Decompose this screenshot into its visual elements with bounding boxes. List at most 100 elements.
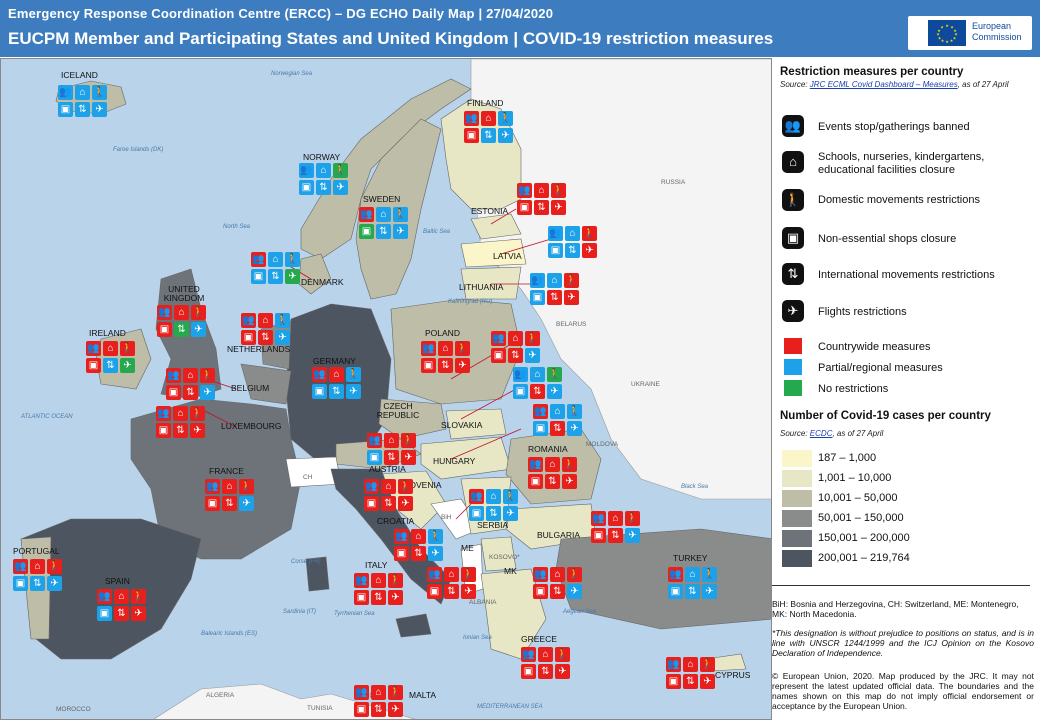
walker-icon: 🚶 bbox=[503, 489, 518, 504]
cases-swatch bbox=[782, 510, 812, 527]
measure-icons-united-kingdom: 👥 ⌂ 🚶 ▣ ⇅ ✈ bbox=[157, 305, 206, 337]
country-label: GREECE bbox=[521, 634, 557, 644]
plane-icon: ✈ bbox=[120, 358, 135, 373]
country-label: BELGIUM bbox=[231, 383, 270, 393]
shop-icon: ▣ bbox=[513, 384, 528, 399]
country-label: TURKEY bbox=[673, 553, 708, 563]
walker-icon: 🚶 bbox=[285, 252, 300, 267]
level-label: No restrictions bbox=[818, 383, 889, 395]
svg-text:★: ★ bbox=[950, 25, 954, 30]
svg-text:★: ★ bbox=[941, 38, 945, 43]
cases-class-label: 200,001 – 219,764 bbox=[818, 552, 910, 564]
walker-icon: 🚶 bbox=[191, 305, 206, 320]
svg-text:★: ★ bbox=[937, 28, 941, 33]
level-label: Countrywide measures bbox=[818, 341, 931, 353]
gathering-icon: 👥 bbox=[528, 457, 543, 472]
country-label: NORWAY bbox=[303, 152, 341, 162]
school-icon: ⌂ bbox=[508, 331, 523, 346]
svg-text:★: ★ bbox=[936, 32, 940, 37]
measure-icons-montenegro: 👥 ⌂ 🚶 ▣ ⇅ ✈ bbox=[427, 567, 476, 599]
school-icon: ⌂ bbox=[183, 368, 198, 383]
updown-arrows-icon: ⇅ bbox=[508, 348, 523, 363]
plane-icon: ✈ bbox=[625, 528, 640, 543]
cases-class-label: 1,001 – 10,000 bbox=[818, 472, 892, 484]
measure-icons-norway: 👥 ⌂ 🚶 ▣ ⇅ ✈ bbox=[299, 163, 348, 195]
school-icon: ⌂ bbox=[550, 567, 565, 582]
country-label: POLAND bbox=[425, 328, 460, 338]
svg-text:★: ★ bbox=[938, 36, 942, 41]
gathering-icon: 👥 bbox=[666, 657, 681, 672]
shop-icon: ▣ bbox=[668, 584, 683, 599]
restriction-source: Source: JRC ECML Covid Dashboard – Measu… bbox=[780, 80, 1034, 89]
updown-arrows-icon: ⇅ bbox=[371, 590, 386, 605]
measure-icons-germany: 👥 ⌂ 🚶 ▣ ⇅ ✈ bbox=[312, 367, 361, 399]
header-title-line1: Emergency Response Coordination Centre (… bbox=[8, 6, 554, 21]
legend-measure-label: Non-essential shops closure bbox=[818, 233, 957, 245]
measure-icons-sweden: 👥 ⌂ 🚶 ▣ ⇅ ✈ bbox=[359, 207, 408, 239]
walker-icon: 🚶 bbox=[625, 511, 640, 526]
school-icon: ⌂ bbox=[486, 489, 501, 504]
cases-class-label: 187 – 1,000 bbox=[818, 452, 877, 464]
source-prefix: Source: bbox=[780, 80, 810, 89]
plane-icon: ✈ bbox=[428, 546, 443, 561]
gathering-icon: 👥 bbox=[364, 479, 379, 494]
plane-icon: ✈ bbox=[285, 269, 300, 284]
european-commission-logo: ★ ★ ★ ★ ★ ★ ★ ★ ★ ★ ★ ★ European Commission bbox=[908, 16, 1032, 50]
ecdc-source-link[interactable]: ECDC bbox=[809, 429, 833, 438]
gathering-icon: 👥 bbox=[533, 567, 548, 582]
sea-label: Tyrrhenian Sea bbox=[334, 611, 375, 617]
walker-icon: 🚶 bbox=[333, 163, 348, 178]
walker-icon: 🚶 bbox=[275, 313, 290, 328]
updown-arrows-icon: ⇅ bbox=[608, 528, 623, 543]
shop-icon: ▣ bbox=[394, 546, 409, 561]
measure-icons-spain: 👥 ⌂ 🚶 ▣ ⇅ ✈ bbox=[97, 589, 146, 621]
shop-icon: ▣ bbox=[364, 496, 379, 511]
gathering-icon: 👥 bbox=[166, 368, 181, 383]
svg-text:★: ★ bbox=[950, 38, 954, 43]
country-label: ME bbox=[461, 543, 474, 553]
updown-arrows-icon: ⇅ bbox=[411, 546, 426, 561]
measure-icons-belgium: 👥 ⌂ 🚶 ▣ ⇅ ✈ bbox=[166, 368, 215, 400]
walker-icon: 🚶 bbox=[547, 367, 562, 382]
country-label: ROMANIA bbox=[528, 444, 568, 454]
updown-arrows-icon: ⇅ bbox=[444, 584, 459, 599]
country-label: BULGARIA bbox=[537, 530, 580, 540]
eu-flag-icon: ★ ★ ★ ★ ★ ★ ★ ★ ★ ★ ★ ★ bbox=[928, 20, 966, 46]
plane-icon: ✈ bbox=[275, 330, 290, 345]
measure-icons-latvia: 👥 ⌂ 🚶 ▣ ⇅ ✈ bbox=[548, 226, 597, 258]
shop-icon: ▣ bbox=[427, 584, 442, 599]
gathering-icon: 👥 bbox=[427, 567, 442, 582]
measure-icons-romania: 👥 ⌂ 🚶 ▣ ⇅ ✈ bbox=[528, 457, 577, 489]
walker-icon: 🚶 bbox=[239, 479, 254, 494]
shop-icon: ▣ bbox=[517, 200, 532, 215]
plane-icon: ✈ bbox=[503, 506, 518, 521]
jrc-source-link[interactable]: JRC ECML Covid Dashboard – Measures bbox=[809, 80, 958, 89]
updown-arrows-icon: ⇅ bbox=[183, 385, 198, 400]
country-label: IRELAND bbox=[89, 328, 126, 338]
country-label: GERMANY bbox=[313, 356, 356, 366]
updown-arrows-icon: ⇅ bbox=[550, 584, 565, 599]
school-icon: ⌂ bbox=[530, 367, 545, 382]
updown-arrows-icon: ⇅ bbox=[547, 290, 562, 305]
legend-divider bbox=[772, 585, 1030, 586]
shop-icon: ▣ bbox=[58, 102, 73, 117]
measure-icons-estonia: 👥 ⌂ 🚶 ▣ ⇅ ✈ bbox=[517, 183, 566, 215]
shop-icon: ▣ bbox=[241, 330, 256, 345]
country-label: LITHUANIA bbox=[459, 282, 504, 292]
plane-icon: ✈ bbox=[525, 348, 540, 363]
other-country-label: MOROCCO bbox=[56, 706, 91, 713]
gathering-icon: 👥 bbox=[530, 273, 545, 288]
restriction-legend-title: Restriction measures per country bbox=[780, 66, 964, 78]
walker-icon: 🚶 bbox=[388, 685, 403, 700]
shop-icon: ▣ bbox=[591, 528, 606, 543]
walker-icon: 🚶 bbox=[47, 559, 62, 574]
gathering-icon: 👥 bbox=[464, 111, 479, 126]
walker-icon: 🚶 bbox=[461, 567, 476, 582]
school-icon: ⌂ bbox=[173, 406, 188, 421]
country-label: PORTUGAL bbox=[13, 546, 60, 556]
plane-icon: ✈ bbox=[398, 496, 413, 511]
school-icon: ⌂ bbox=[376, 207, 391, 222]
school-icon: ⌂ bbox=[683, 657, 698, 672]
walker-icon: 🚶 bbox=[398, 479, 413, 494]
measure-icons-slovakia: 👥 ⌂ 🚶 ▣ ⇅ ✈ bbox=[513, 367, 562, 399]
